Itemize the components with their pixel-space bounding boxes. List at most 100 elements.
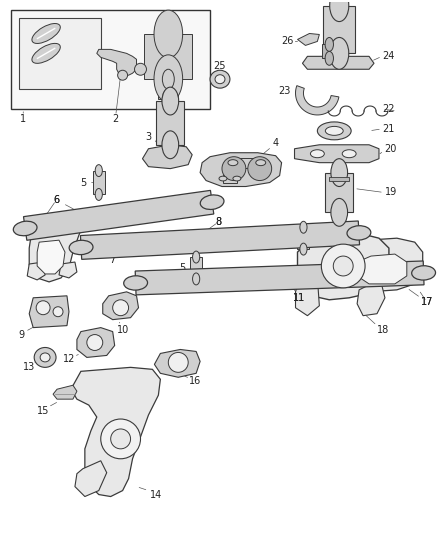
Polygon shape bbox=[59, 262, 77, 278]
Ellipse shape bbox=[342, 150, 356, 158]
Circle shape bbox=[333, 256, 353, 276]
Circle shape bbox=[248, 157, 272, 181]
Polygon shape bbox=[223, 175, 237, 182]
Circle shape bbox=[134, 63, 146, 75]
Circle shape bbox=[53, 307, 63, 317]
Text: 17: 17 bbox=[420, 297, 433, 307]
Circle shape bbox=[118, 70, 127, 80]
Ellipse shape bbox=[193, 273, 200, 285]
Ellipse shape bbox=[40, 353, 50, 362]
Polygon shape bbox=[351, 238, 423, 292]
Ellipse shape bbox=[34, 348, 56, 367]
Polygon shape bbox=[159, 79, 178, 99]
Polygon shape bbox=[325, 173, 353, 212]
Text: 12: 12 bbox=[63, 354, 75, 365]
Circle shape bbox=[101, 419, 141, 459]
Text: 4: 4 bbox=[272, 138, 279, 148]
Ellipse shape bbox=[325, 126, 343, 135]
Ellipse shape bbox=[318, 122, 351, 140]
Ellipse shape bbox=[162, 89, 174, 109]
Polygon shape bbox=[53, 385, 77, 399]
Text: 2: 2 bbox=[113, 114, 119, 124]
Ellipse shape bbox=[162, 69, 174, 89]
Ellipse shape bbox=[162, 87, 179, 115]
Circle shape bbox=[321, 244, 365, 288]
Ellipse shape bbox=[32, 23, 60, 44]
Polygon shape bbox=[357, 282, 385, 316]
Polygon shape bbox=[142, 145, 192, 168]
Polygon shape bbox=[24, 190, 214, 240]
Text: 26: 26 bbox=[281, 36, 294, 46]
Polygon shape bbox=[303, 56, 374, 69]
Polygon shape bbox=[357, 254, 407, 284]
Polygon shape bbox=[103, 292, 138, 320]
Text: 3: 3 bbox=[145, 132, 152, 142]
Circle shape bbox=[87, 335, 103, 351]
Ellipse shape bbox=[154, 10, 183, 58]
Polygon shape bbox=[296, 86, 339, 115]
Polygon shape bbox=[29, 219, 83, 282]
FancyBboxPatch shape bbox=[19, 18, 101, 89]
Text: 9: 9 bbox=[18, 329, 25, 340]
Text: 5: 5 bbox=[314, 231, 321, 241]
Text: 7: 7 bbox=[110, 255, 116, 265]
Ellipse shape bbox=[331, 159, 348, 187]
Polygon shape bbox=[97, 50, 137, 75]
Ellipse shape bbox=[347, 225, 371, 240]
Text: 15: 15 bbox=[37, 406, 49, 416]
Text: 8: 8 bbox=[215, 217, 221, 227]
Ellipse shape bbox=[124, 276, 148, 290]
FancyBboxPatch shape bbox=[11, 10, 210, 109]
Polygon shape bbox=[329, 176, 349, 181]
Ellipse shape bbox=[228, 160, 238, 166]
Ellipse shape bbox=[162, 131, 179, 159]
Text: 20: 20 bbox=[385, 144, 397, 154]
Text: 6: 6 bbox=[53, 196, 59, 205]
Text: 13: 13 bbox=[23, 362, 35, 373]
Text: 5: 5 bbox=[179, 263, 185, 273]
Ellipse shape bbox=[95, 165, 102, 176]
Ellipse shape bbox=[233, 176, 241, 181]
Ellipse shape bbox=[300, 243, 307, 255]
Ellipse shape bbox=[325, 51, 333, 65]
Polygon shape bbox=[200, 153, 282, 187]
Text: 14: 14 bbox=[150, 489, 162, 499]
Polygon shape bbox=[190, 257, 202, 279]
Text: 16: 16 bbox=[189, 376, 201, 386]
Text: 22: 22 bbox=[383, 104, 395, 114]
Ellipse shape bbox=[256, 160, 266, 166]
Circle shape bbox=[36, 301, 50, 314]
Ellipse shape bbox=[95, 189, 102, 200]
Circle shape bbox=[111, 429, 131, 449]
Ellipse shape bbox=[311, 150, 324, 158]
Text: 10: 10 bbox=[117, 325, 129, 335]
Polygon shape bbox=[297, 34, 319, 45]
Polygon shape bbox=[77, 328, 115, 358]
Polygon shape bbox=[322, 44, 336, 58]
Text: 25: 25 bbox=[214, 61, 226, 71]
Polygon shape bbox=[297, 227, 309, 249]
Text: 8: 8 bbox=[215, 217, 221, 227]
Circle shape bbox=[168, 352, 188, 373]
Ellipse shape bbox=[210, 70, 230, 88]
Ellipse shape bbox=[200, 195, 224, 209]
Polygon shape bbox=[71, 367, 160, 497]
Text: 24: 24 bbox=[383, 51, 395, 61]
Text: 23: 23 bbox=[279, 86, 291, 96]
Ellipse shape bbox=[32, 43, 60, 63]
Polygon shape bbox=[27, 262, 45, 280]
Circle shape bbox=[113, 300, 129, 316]
Ellipse shape bbox=[13, 221, 37, 236]
Text: 19: 19 bbox=[385, 188, 397, 197]
Polygon shape bbox=[75, 461, 107, 497]
Text: 11: 11 bbox=[293, 293, 306, 303]
Polygon shape bbox=[297, 234, 389, 300]
Polygon shape bbox=[233, 158, 261, 168]
Polygon shape bbox=[296, 278, 319, 316]
Ellipse shape bbox=[331, 198, 348, 226]
Text: 11: 11 bbox=[293, 293, 306, 303]
Polygon shape bbox=[323, 6, 355, 53]
Text: 5: 5 bbox=[80, 177, 86, 188]
Polygon shape bbox=[135, 261, 424, 295]
Polygon shape bbox=[145, 34, 192, 79]
